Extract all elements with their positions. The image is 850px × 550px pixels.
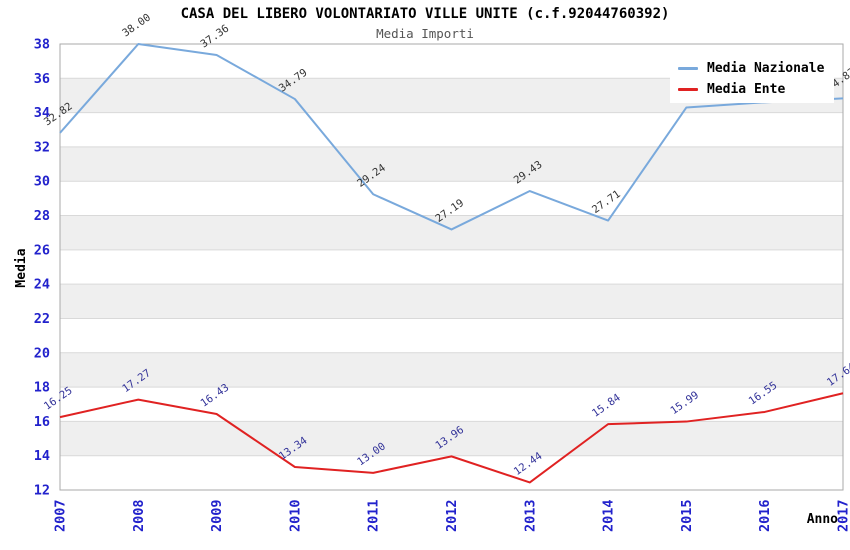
x-tick-label: 2012 bbox=[444, 499, 460, 532]
point-label: 15.99 bbox=[668, 389, 701, 417]
y-axis-title: Media bbox=[14, 248, 29, 288]
y-tick-label: 26 bbox=[34, 242, 50, 258]
y-tick-label: 12 bbox=[34, 483, 50, 499]
y-tick-label: 16 bbox=[34, 414, 50, 430]
legend: Media Nazionale Media Ente bbox=[670, 55, 835, 103]
legend-item-media-ente: Media Ente bbox=[678, 82, 824, 97]
x-tick-label: 2014 bbox=[601, 499, 617, 532]
plot-band bbox=[60, 215, 843, 250]
point-label: 38.00 bbox=[120, 12, 153, 40]
x-tick-label: 2011 bbox=[366, 499, 382, 532]
legend-swatch-media-ente bbox=[678, 88, 698, 91]
y-tick-label: 20 bbox=[34, 345, 50, 361]
y-tick-label: 32 bbox=[34, 139, 50, 155]
plot-band bbox=[60, 146, 843, 182]
y-tick-label: 14 bbox=[34, 448, 50, 464]
plot-band bbox=[60, 352, 843, 388]
chart-title: CASA DEL LIBERO VOLONTARIATO VILLE UNITE… bbox=[180, 6, 670, 22]
point-label: 27.71 bbox=[590, 188, 623, 216]
chart-subtitle: Media Importi bbox=[376, 26, 474, 41]
legend-swatch-media-nazionale bbox=[678, 67, 698, 70]
x-tick-label: 2007 bbox=[53, 499, 69, 532]
y-tick-label: 18 bbox=[34, 380, 50, 396]
y-tick-label: 34 bbox=[34, 105, 50, 121]
series-line-media-ente bbox=[59, 392, 844, 484]
y-tick-label: 22 bbox=[34, 311, 50, 327]
plot-band bbox=[60, 284, 843, 319]
y-tick-label: 38 bbox=[34, 37, 50, 53]
x-tick-label: 2017 bbox=[836, 499, 850, 532]
point-label: 15.84 bbox=[590, 392, 623, 420]
x-tick-label: 2008 bbox=[131, 499, 147, 532]
plot-border bbox=[59, 43, 844, 491]
legend-item-media-nazionale: Media Nazionale bbox=[678, 61, 824, 76]
x-tick-label: 2015 bbox=[679, 499, 695, 532]
legend-label-media-nazionale: Media Nazionale bbox=[707, 61, 825, 76]
y-tick-label: 36 bbox=[34, 71, 50, 87]
legend-label-media-ente: Media Ente bbox=[707, 82, 786, 97]
x-axis-title: Anno bbox=[806, 512, 838, 527]
y-tick-label: 24 bbox=[34, 277, 50, 293]
x-tick-label: 2013 bbox=[522, 499, 538, 532]
y-tick-label: 30 bbox=[34, 174, 50, 190]
x-tick-label: 2010 bbox=[287, 499, 303, 532]
x-tick-label: 2016 bbox=[757, 499, 773, 532]
plot-band bbox=[60, 421, 843, 456]
series-line-media-nazionale bbox=[59, 43, 844, 231]
point-label: 37.36 bbox=[198, 23, 231, 51]
y-tick-label: 28 bbox=[34, 208, 50, 224]
x-tick-label: 2009 bbox=[209, 499, 225, 532]
